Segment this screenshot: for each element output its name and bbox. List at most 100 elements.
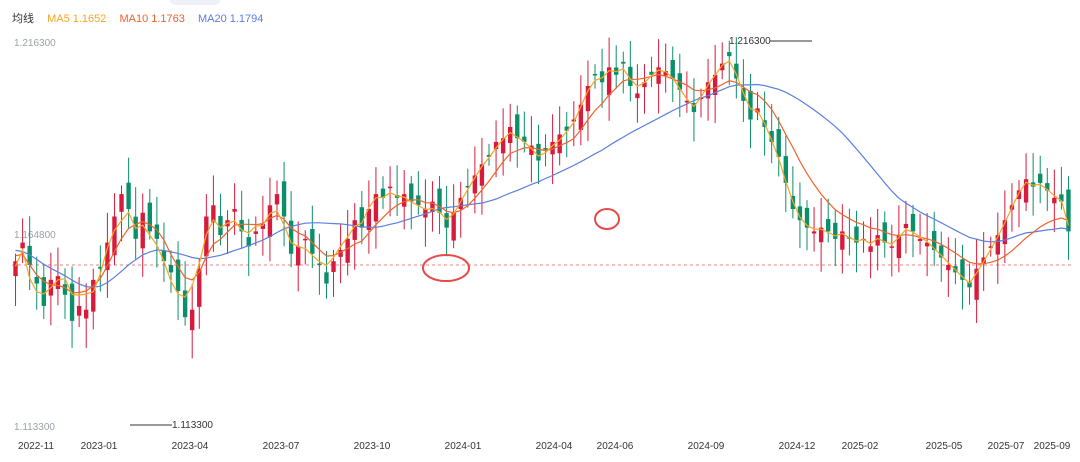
candle-body xyxy=(310,228,315,254)
y-tick-label: 1.164800 xyxy=(14,230,56,241)
candle-body xyxy=(267,205,273,237)
candle-body xyxy=(296,246,301,266)
ma5-line xyxy=(14,60,1070,298)
candle-body xyxy=(1038,173,1043,183)
legend-title: 均线 xyxy=(12,13,34,25)
candle-body xyxy=(868,246,873,252)
candle-body xyxy=(69,283,75,321)
candle-body xyxy=(140,212,145,249)
candle-body xyxy=(303,238,308,241)
candle-body xyxy=(663,71,668,76)
candle-body xyxy=(585,85,591,112)
candle-body xyxy=(366,209,372,230)
candle-body xyxy=(168,265,174,273)
candle-body xyxy=(274,194,280,205)
candle-body xyxy=(811,231,817,234)
candle-body xyxy=(818,227,824,243)
candle-body xyxy=(578,104,584,130)
candle-body xyxy=(493,141,499,150)
candle-body xyxy=(91,279,96,312)
x-tick-label: 2024-09 xyxy=(688,441,725,452)
candle-body xyxy=(161,250,167,262)
x-tick-label: 2023-10 xyxy=(354,441,391,452)
candle-body xyxy=(1023,179,1029,203)
candle-body xyxy=(599,71,605,83)
candle-body xyxy=(734,63,739,79)
candle-body xyxy=(875,235,880,246)
candle-body xyxy=(939,245,944,258)
candle-body xyxy=(175,259,181,292)
candle-body xyxy=(444,213,449,228)
candle-body xyxy=(910,213,916,232)
candle-body xyxy=(55,276,61,289)
highlight-circle xyxy=(594,208,620,230)
candle-body xyxy=(253,231,258,234)
candle-body xyxy=(995,235,1000,255)
x-tick-label: 2025-05 xyxy=(926,441,963,452)
x-tick-label: 2022-11 xyxy=(18,441,54,452)
ma10-line xyxy=(15,73,1069,294)
highlight-circle xyxy=(422,254,470,282)
candle-body xyxy=(387,186,393,189)
candle-body xyxy=(557,134,562,154)
candle-body xyxy=(34,277,39,284)
candle-body xyxy=(705,82,711,99)
candle-body xyxy=(84,309,89,319)
candle-body xyxy=(41,277,46,306)
candle-body xyxy=(536,143,541,161)
candle-body xyxy=(508,127,513,144)
ma-legend: 均线 MA5 1.1652 MA10 1.1763 MA20 1.1794 xyxy=(12,10,273,26)
candle-body xyxy=(1030,182,1036,187)
ma20-line xyxy=(15,83,1069,288)
candle-body xyxy=(748,90,753,120)
candle-body xyxy=(550,141,555,155)
candle-body xyxy=(988,246,993,248)
candle-body xyxy=(13,261,18,277)
candle-body xyxy=(430,201,435,213)
candle-body xyxy=(642,82,647,88)
candle-body xyxy=(380,188,386,198)
x-tick-label: 2024-06 xyxy=(597,441,634,452)
legend-ma10: MA10 1.1763 xyxy=(119,13,185,25)
candle-body xyxy=(338,250,343,257)
candle-body xyxy=(458,197,463,210)
candle-body xyxy=(776,129,781,157)
y-tick-label: 1.113300 xyxy=(14,422,55,433)
candle-body xyxy=(974,268,979,300)
candle-body xyxy=(889,246,894,248)
candle-body xyxy=(105,242,110,271)
candle-body xyxy=(331,261,336,272)
candle-body xyxy=(981,257,986,264)
candle-body xyxy=(112,216,117,256)
candle-body xyxy=(451,212,456,241)
candle-body xyxy=(154,224,160,239)
candle-body xyxy=(246,237,251,247)
candle-body xyxy=(917,238,923,242)
legend-ma5: MA5 1.1652 xyxy=(47,13,107,25)
candle-body xyxy=(373,194,379,222)
x-tick-label: 2023-04 xyxy=(172,441,209,452)
candle-body xyxy=(409,183,414,202)
candle-body xyxy=(896,235,902,259)
candle-body xyxy=(479,164,485,186)
x-tick-label: 2023-07 xyxy=(263,441,300,452)
candle-body xyxy=(197,268,202,307)
candle-body xyxy=(946,264,951,271)
candle-body xyxy=(960,259,965,280)
candle-body xyxy=(515,114,520,139)
candle-body xyxy=(98,266,103,269)
x-tick-label: 2023-01 xyxy=(81,441,118,452)
candle-body xyxy=(486,154,492,157)
candle-body xyxy=(840,231,845,250)
candle-body xyxy=(804,207,810,228)
x-tick-label: 2024-12 xyxy=(779,441,816,452)
candle-body xyxy=(218,216,223,236)
top-tab-indicator xyxy=(170,0,220,5)
candle-body xyxy=(500,138,506,154)
candle-body xyxy=(797,206,803,221)
candle-body xyxy=(635,93,640,99)
candle-body xyxy=(260,223,266,229)
candle-body xyxy=(211,205,216,223)
candle-body xyxy=(402,194,407,207)
